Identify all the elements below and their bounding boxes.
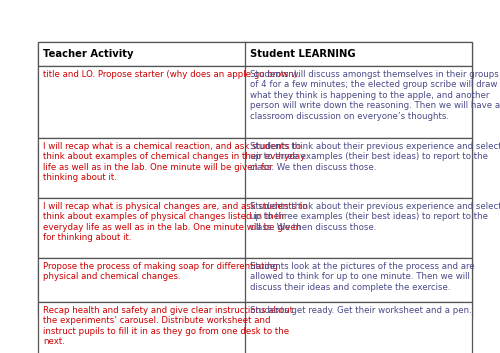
Text: I will recap what is a chemical reaction, and ask students to
think about exampl: I will recap what is a chemical reaction… [43, 142, 305, 182]
Bar [38, 42, 472, 66]
Text: Propose the process of making soap for differentiating
physical and chemical cha: Propose the process of making soap for d… [43, 262, 278, 281]
Text: Students think about their previous experience and select
up to three examples (: Students think about their previous expe… [250, 142, 500, 172]
Text: title and LO. Propose starter (why does an apple go brown).: title and LO. Propose starter (why does … [43, 70, 300, 79]
Text: Teacher Activity: Teacher Activity [43, 49, 134, 59]
Bar [38, 138, 472, 198]
Text: Students get ready. Get their worksheet and a pen.: Students get ready. Get their worksheet … [250, 306, 472, 315]
Bar [38, 42, 472, 318]
Bar [38, 198, 472, 258]
Text: Students think about their previous experience and select
up to three examples (: Students think about their previous expe… [250, 202, 500, 232]
Text: Students will discuss amongst themselves in their groups
of 4 for a few minutes;: Students will discuss amongst themselves… [250, 70, 500, 121]
Text: Students look at the pictures of the process and are
allowed to think for up to : Students look at the pictures of the pro… [250, 262, 474, 292]
Bar [38, 258, 472, 302]
Bar [38, 302, 472, 353]
Bar [38, 66, 472, 138]
Text: I will recap what is physical changes are, and ask students to
think about examp: I will recap what is physical changes ar… [43, 202, 308, 242]
Text: Student LEARNING: Student LEARNING [250, 49, 355, 59]
Text: Recap health and safety and give clear instructions about
the experiments’ carou: Recap health and safety and give clear i… [43, 306, 293, 346]
